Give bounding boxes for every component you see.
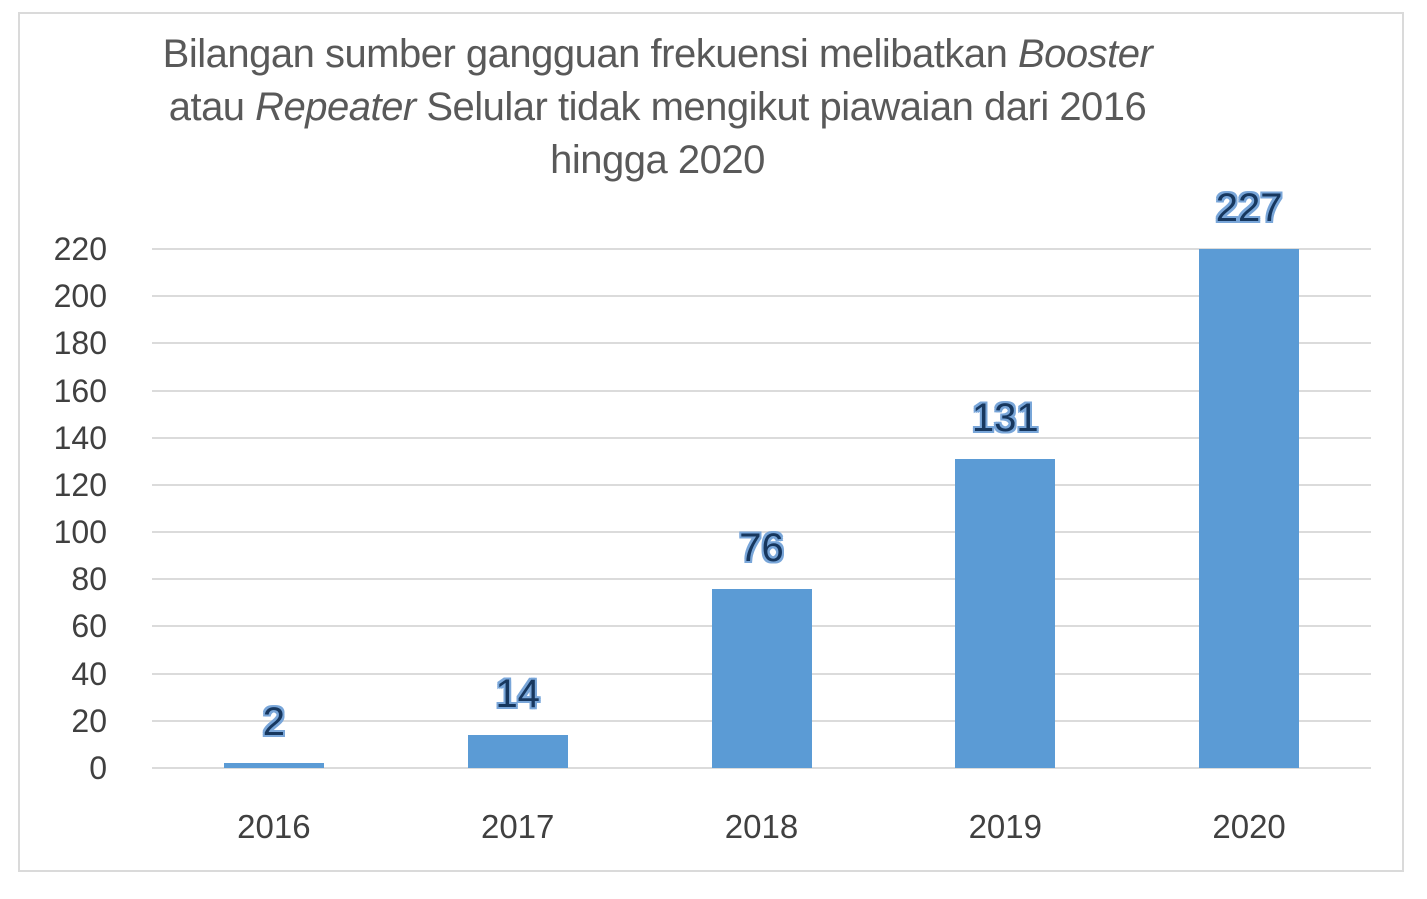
bar-data-label-2019: 131: [971, 395, 1039, 440]
chart-title-line-3: hingga 2020: [550, 138, 765, 182]
bar-2018: [711, 588, 812, 768]
x-axis-tick-label-2016: 2016: [237, 808, 311, 845]
y-axis-tick-label: 100: [53, 514, 107, 551]
gridline: [152, 483, 1371, 486]
title-italic-booster: Booster: [1017, 32, 1153, 76]
bar-data-label-2017: 14: [495, 671, 540, 716]
bar-2019: [955, 458, 1056, 768]
chart-title: Bilangan sumber gangguan frekuensi melib…: [85, 28, 1230, 187]
gridline: [152, 767, 1371, 769]
bar-data-label-2020: 227: [1215, 186, 1283, 230]
y-axis-tick-label: 60: [71, 608, 107, 645]
y-axis-tick-label: 140: [53, 419, 107, 456]
bar-data-label-2016: 2: [262, 700, 286, 745]
bar-2017: [467, 734, 568, 768]
title-italic-repeater: Repeater: [255, 85, 416, 129]
y-axis-tick-label: 200: [53, 278, 107, 315]
gridline: [152, 436, 1371, 439]
x-axis-tick-label-2019: 2019: [968, 808, 1042, 845]
y-axis-tick-label: 180: [53, 325, 107, 362]
gridline: [152, 295, 1371, 298]
gridline: [152, 531, 1371, 534]
y-axis-tick-label: 80: [71, 561, 107, 598]
chart-title-line-2: atau Repeater Selular tidak mengikut pia…: [168, 85, 1147, 129]
gridline: [152, 248, 1371, 250]
gridline: [152, 578, 1371, 581]
x-axis-tick-label-2018: 2018: [724, 808, 799, 845]
chart-title-line-1: Bilangan sumber gangguan frekuensi melib…: [162, 32, 1153, 76]
x-axis-tick-label-2017: 2017: [480, 808, 555, 845]
chart-frame: [18, 12, 1404, 872]
y-axis-tick-label: 160: [53, 372, 107, 409]
gridline: [152, 342, 1371, 345]
y-axis-tick-label: 40: [71, 655, 107, 692]
x-axis-tick-label-2020: 2020: [1212, 808, 1286, 845]
bar-2020: [1199, 249, 1300, 768]
y-axis-tick-label: 120: [53, 466, 107, 503]
gridline: [152, 389, 1371, 392]
bar-data-label-2018: 76: [739, 525, 784, 570]
y-axis-tick-label: 20: [71, 702, 107, 739]
bar-2016: [223, 763, 324, 768]
y-axis-tick-label: 0: [89, 750, 107, 786]
y-axis-tick-label: 220: [53, 231, 107, 267]
